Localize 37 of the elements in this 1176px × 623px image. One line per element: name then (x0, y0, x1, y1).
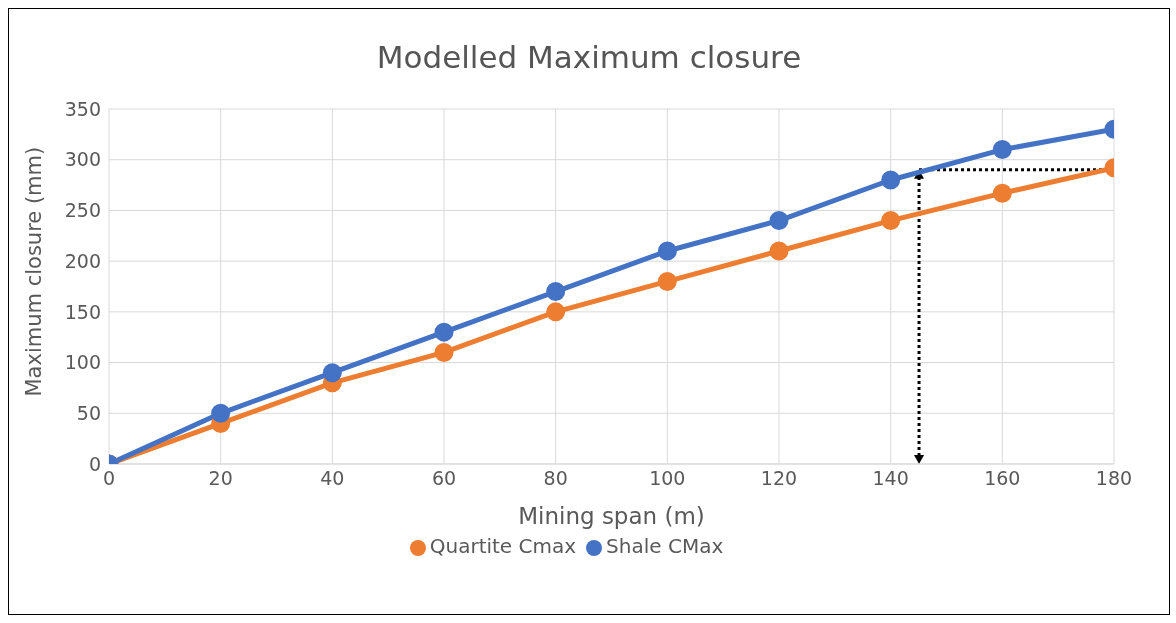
y-tick-label: 50 (76, 402, 101, 425)
x-tick-label: 20 (208, 467, 233, 490)
point (657, 271, 677, 291)
point (434, 342, 454, 362)
point (881, 211, 901, 231)
y-tick-label: 300 (64, 148, 101, 171)
legend-label: Quartite Cmax (429, 534, 577, 558)
point (211, 403, 231, 423)
x-axis-title: Mining span (m) (518, 503, 705, 529)
x-tick-label: 180 (1095, 467, 1133, 490)
point (769, 211, 789, 231)
point (992, 183, 1012, 203)
y-tick-label: 150 (64, 300, 101, 323)
x-tick-label: 140 (872, 467, 909, 490)
point (992, 140, 1012, 160)
point (434, 322, 454, 342)
x-tick-label: 60 (431, 467, 457, 490)
x-tick-label: 0 (102, 467, 116, 490)
chart-title: Modelled Maximum closure (375, 38, 803, 77)
x-tick-label: 120 (760, 467, 798, 490)
point (322, 363, 342, 383)
point (881, 170, 901, 190)
y-tick-label: 250 (64, 199, 101, 222)
legend-label: Shale CMax (606, 534, 724, 558)
y-tick-label: 100 (64, 351, 101, 374)
y-tick-label: 350 (64, 97, 101, 120)
x-tick-label: 80 (543, 467, 568, 490)
point (546, 302, 566, 322)
x-tick-label: 40 (320, 467, 345, 490)
x-tick-label: 100 (649, 467, 686, 490)
x-tick-label: 160 (984, 467, 1021, 490)
point (769, 241, 789, 261)
point (546, 282, 566, 302)
y-tick-label: 200 (64, 249, 101, 272)
y-tick-label: 0 (88, 452, 101, 475)
y-axis-title: Maximum closure (mm) (22, 146, 47, 397)
point (657, 241, 677, 261)
